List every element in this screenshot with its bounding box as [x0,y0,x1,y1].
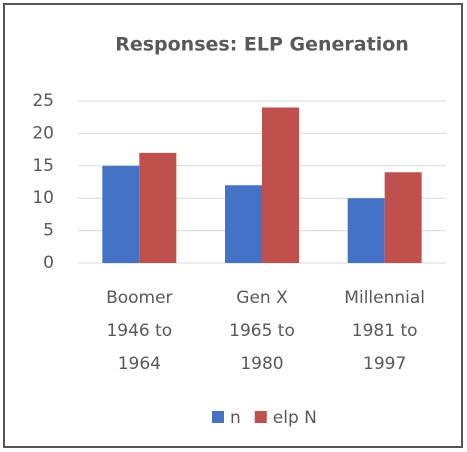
x-tick-label: 1997 [363,354,406,374]
x-tick-label: 1965 to [229,321,295,341]
y-tick-label: 25 [32,91,54,111]
legend-label: n [230,408,241,428]
x-tick-label: 1964 [118,354,161,374]
x-tick-label: 1946 to [106,321,172,341]
legend-swatch [254,411,267,423]
bar [347,198,385,263]
y-tick-label: 5 [43,221,54,241]
y-tick-label: 0 [43,253,54,273]
bar [102,165,140,263]
y-tick-label: 20 [32,123,54,143]
chart-title: Responses: ELP Generation [115,34,409,56]
bar [384,172,422,263]
legend-label: elp N [273,408,317,428]
y-tick-label: 10 [32,188,54,208]
legend-swatch [212,411,224,423]
x-tick-label: 1980 [240,354,283,374]
x-tick-label: 1981 to [352,321,418,341]
y-tick-label: 15 [32,156,54,176]
x-tick-label: Gen X [236,288,288,308]
x-tick-label: Millennial [344,288,425,308]
bar [139,152,177,263]
bar [225,185,262,263]
bar [262,107,299,263]
x-tick-label: Boomer [106,288,172,308]
